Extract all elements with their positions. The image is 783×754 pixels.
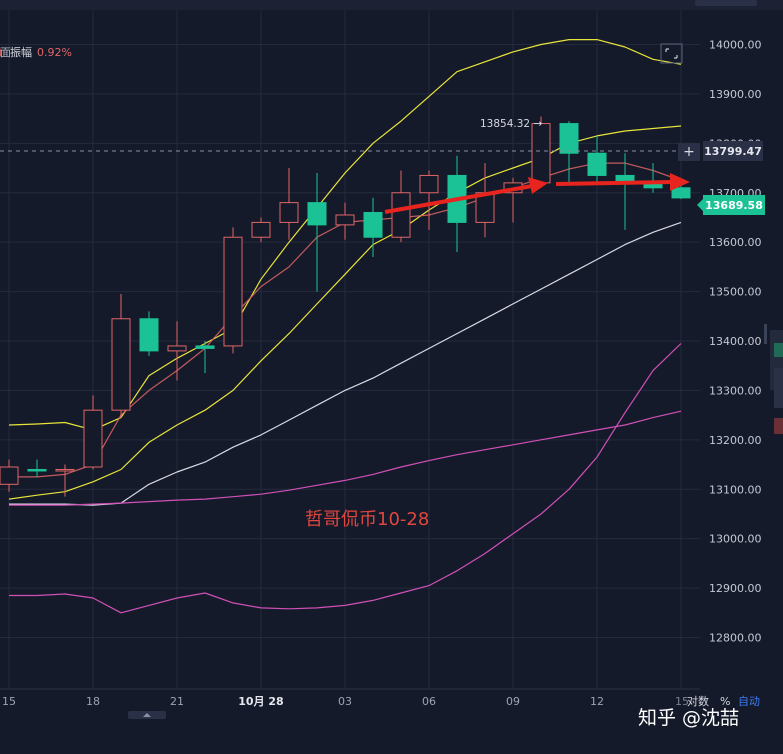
candle-body xyxy=(167,345,187,352)
candle-body xyxy=(195,345,215,349)
candle-up xyxy=(335,202,355,240)
candle-up xyxy=(55,464,75,497)
candles xyxy=(0,116,691,497)
candle-body xyxy=(419,174,439,194)
last-price-label: 13689.58 xyxy=(705,199,763,212)
side-indicator-gray xyxy=(774,368,783,408)
price-tick-label: 13500.00 xyxy=(709,286,762,299)
candle-body xyxy=(0,466,19,485)
brand-watermark: 知乎 @沈喆 xyxy=(638,707,739,729)
candle-up xyxy=(419,170,439,230)
time-tick-label: 15 xyxy=(2,695,16,708)
candle-body xyxy=(307,202,327,226)
candle-down xyxy=(671,185,691,200)
time-tick-label: 18 xyxy=(86,695,100,708)
price-axis: 14000.0013900.0013800.0013700.0013600.00… xyxy=(709,39,762,645)
candle-body xyxy=(111,318,131,411)
fullscreen-icon[interactable] xyxy=(660,43,683,64)
log-scale-button[interactable]: 对数 xyxy=(687,694,709,708)
time-tick-label: 10月 28 xyxy=(238,695,283,708)
arrow-head-flat xyxy=(670,173,690,191)
price-tick-label: 14000.00 xyxy=(709,39,762,52)
candle-body xyxy=(363,212,383,238)
price-tick-label: 13400.00 xyxy=(709,335,762,348)
candle-up xyxy=(83,395,103,470)
candle-up xyxy=(167,321,187,381)
crosshair-price-tag xyxy=(703,141,763,161)
side-indicator-red xyxy=(774,418,783,434)
top-button[interactable] xyxy=(695,0,757,6)
candle-up xyxy=(111,294,131,418)
time-tick-label: 21 xyxy=(170,695,184,708)
candle-body xyxy=(223,236,243,347)
price-tick-label: 13300.00 xyxy=(709,384,762,397)
candle-body xyxy=(335,214,355,226)
time-tick-label: 09 xyxy=(506,695,520,708)
crosshair-price-label: 13799.47 xyxy=(704,145,762,158)
trend-arrow-up xyxy=(384,184,533,214)
trend-arrow-flat xyxy=(555,180,673,186)
arrow-head-up xyxy=(528,177,548,194)
candle-body xyxy=(559,123,579,154)
scroll-handle[interactable] xyxy=(764,324,767,344)
trend-arrows xyxy=(384,173,690,214)
candle-body xyxy=(391,192,411,238)
high-annotation: 13854.32 → xyxy=(480,118,542,130)
candle-up xyxy=(279,168,299,240)
time-tick-label: 03 xyxy=(338,695,352,708)
boll-upper-line xyxy=(8,38,682,431)
candle-up xyxy=(0,459,19,492)
candle-body xyxy=(251,221,271,238)
candle-down xyxy=(307,172,327,292)
top-bar xyxy=(0,0,783,10)
candle-body xyxy=(55,468,75,472)
candle-down xyxy=(139,311,159,356)
candle-down xyxy=(27,459,47,477)
candle-down xyxy=(587,135,607,183)
candle-down xyxy=(363,197,383,257)
last-price-tag xyxy=(703,195,765,215)
candle-up xyxy=(531,116,551,188)
pink-lower-line xyxy=(9,343,682,614)
price-tick-label: 13200.00 xyxy=(709,434,762,447)
price-tick-label: 13600.00 xyxy=(709,236,762,249)
candle-body xyxy=(27,468,47,472)
candle-down xyxy=(559,121,579,183)
candle-down xyxy=(195,341,215,374)
side-indicator-green xyxy=(774,343,783,357)
header-paren: ) xyxy=(0,46,2,59)
time-tick-label: 06 xyxy=(422,695,436,708)
candle-body xyxy=(531,123,551,184)
candle-body xyxy=(83,409,103,468)
candle-body xyxy=(139,318,159,352)
grid xyxy=(0,10,700,689)
auto-scale-button[interactable]: 自动 xyxy=(738,695,760,708)
price-tick-label: 13100.00 xyxy=(709,483,762,496)
candle-body xyxy=(279,202,299,223)
ma-pink-line xyxy=(9,410,682,506)
time-axis: 15 18 21 10月 28 03 06 09 12 xyxy=(2,695,604,708)
header-fragment-icon: 面 xyxy=(0,46,11,59)
candle-body xyxy=(587,152,607,176)
amplitude-value: 0.92% xyxy=(37,46,72,59)
price-tick-label: 13000.00 xyxy=(709,533,762,546)
percent-scale-button[interactable]: % xyxy=(720,695,730,708)
chevron-up-icon[interactable] xyxy=(143,713,151,717)
candle-up xyxy=(391,170,411,243)
candle-up xyxy=(223,227,243,354)
last-price-pointer xyxy=(697,199,703,211)
price-tick-label: 12800.00 xyxy=(709,632,762,645)
clipped-tick: 15 xyxy=(675,695,689,708)
price-tick-label: 12900.00 xyxy=(709,582,762,595)
time-tick-label: 12 xyxy=(590,695,604,708)
plus-icon[interactable]: + xyxy=(683,144,695,160)
candle-body xyxy=(671,187,691,199)
price-tick-label: 13900.00 xyxy=(709,88,762,101)
crosshair-plus-box[interactable] xyxy=(678,143,700,161)
watermark-text: 哲哥侃币10-28 xyxy=(305,509,429,530)
amplitude-label: 振幅 xyxy=(10,45,32,59)
candle-up xyxy=(251,217,271,243)
